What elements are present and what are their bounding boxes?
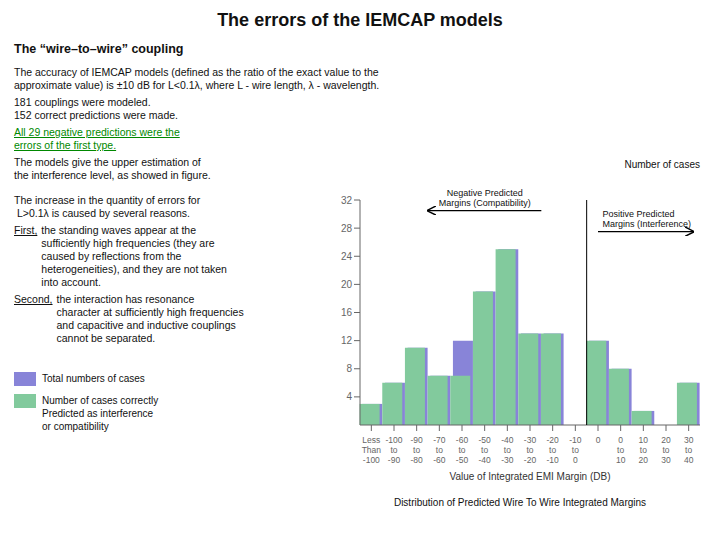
svg-text:-70to-60: -70to-60 <box>433 435 446 465</box>
html-text:The “wire–to–wire” coupling: The “wire–to–wire” coupling <box>14 42 184 56</box>
html-text:character at sufficiently high: character at sufficiently high frequenci… <box>56 306 244 318</box>
svg-text:20to30: 20to30 <box>661 435 671 465</box>
html-text:Predicted as interference: Predicted as interference <box>42 408 154 419</box>
html-text:the interference level, as sho: the interference level, as showed in fig… <box>14 169 211 181</box>
html-text:181 couplings were modeled.: 181 couplings were modeled. <box>14 96 151 108</box>
html-text:The increase in the quantity o: The increase in the quantity of errors f… <box>14 194 201 206</box>
svg-text:12: 12 <box>341 335 353 346</box>
html-text:caused by reflections from the: caused by reflections from the <box>41 250 182 262</box>
html-text:approximate value) is ±10 dB f: approximate value) is ±10 dB for L<0.1λ,… <box>14 79 380 91</box>
html-text:The accuracy of IEMCAP models: The accuracy of IEMCAP models (defined a… <box>14 66 379 78</box>
svg-text:32: 32 <box>341 195 353 206</box>
html-text:cannot be separated.: cannot be separated. <box>56 332 156 344</box>
html-text:L>0.1λ is caused by several re: L>0.1λ is caused by several reasons. <box>14 207 190 219</box>
svg-text:8: 8 <box>346 363 352 374</box>
svg-text:24: 24 <box>341 251 353 262</box>
html-text:Distribution of Predicted Wire: Distribution of Predicted Wire To Wire I… <box>393 497 647 508</box>
svg-text:Number of cases: Number of cases <box>624 159 700 170</box>
html-text:Number of cases correctly: Number of cases correctly <box>42 395 159 406</box>
html-text:All 29 negative predictions we: All 29 negative predictions were the <box>14 126 180 138</box>
html-text:heterogeneities), and they are: heterogeneities), and they are not taken <box>41 263 227 275</box>
svg-text:-50to-40: -50to-40 <box>479 435 492 465</box>
svg-text:28: 28 <box>341 223 353 234</box>
svg-text:LessThan-100: LessThan-100 <box>362 435 382 465</box>
html-text:or compatibility: or compatibility <box>42 421 109 432</box>
html-text:The errors of the IEMCAP model: The errors of the IEMCAP models <box>217 10 503 30</box>
svg-text:30to40: 30to40 <box>684 435 694 465</box>
svg-text:-90to-80: -90to-80 <box>411 435 424 465</box>
html-text:sufficiently high frequencies: sufficiently high frequencies (they are <box>41 237 215 249</box>
html-text:Second, the interaction has re: Second, the interaction has resonance <box>14 293 195 305</box>
svg-text:16: 16 <box>341 307 353 318</box>
svg-text:20: 20 <box>341 279 353 290</box>
svg-text:Value of Integrated EMI Margin: Value of Integrated EMI Margin (DB) <box>450 471 611 482</box>
html-text:and capacitive and inductive c: and capacitive and inductive couplings <box>56 319 236 331</box>
svg-text:-40to-30: -40to-30 <box>501 435 514 465</box>
svg-text:-30to-20: -30to-20 <box>524 435 537 465</box>
html-text:errors of the first type.: errors of the first type. <box>14 139 117 151</box>
svg-text:-60to-50: -60to-50 <box>456 435 469 465</box>
html-text:Total numbers of cases: Total numbers of cases <box>42 373 145 384</box>
html-text:First, the standing waves appe: First, the standing waves appear at the <box>14 224 196 236</box>
svg-text:4: 4 <box>346 391 352 402</box>
svg-text:Negative PredictedMargins (Com: Negative PredictedMargins (Compatibility… <box>439 188 531 208</box>
html-text:The models give the upper esti: The models give the upper estimation of <box>14 156 201 168</box>
html-text:152 correct predictions were m: 152 correct predictions were made. <box>14 109 178 121</box>
html-text:into account.: into account. <box>41 276 101 288</box>
svg-text:10to20: 10to20 <box>639 435 649 465</box>
svg-text:-20to-10: -20to-10 <box>547 435 560 465</box>
svg-text:-10to0: -10to0 <box>569 435 582 465</box>
svg-text:0: 0 <box>596 435 601 445</box>
svg-text:-100to-90: -100to-90 <box>385 435 402 465</box>
svg-text:Positive PredictedMargins (Int: Positive PredictedMargins (Interference) <box>603 209 692 229</box>
svg-text:0to10: 0to10 <box>616 435 626 465</box>
